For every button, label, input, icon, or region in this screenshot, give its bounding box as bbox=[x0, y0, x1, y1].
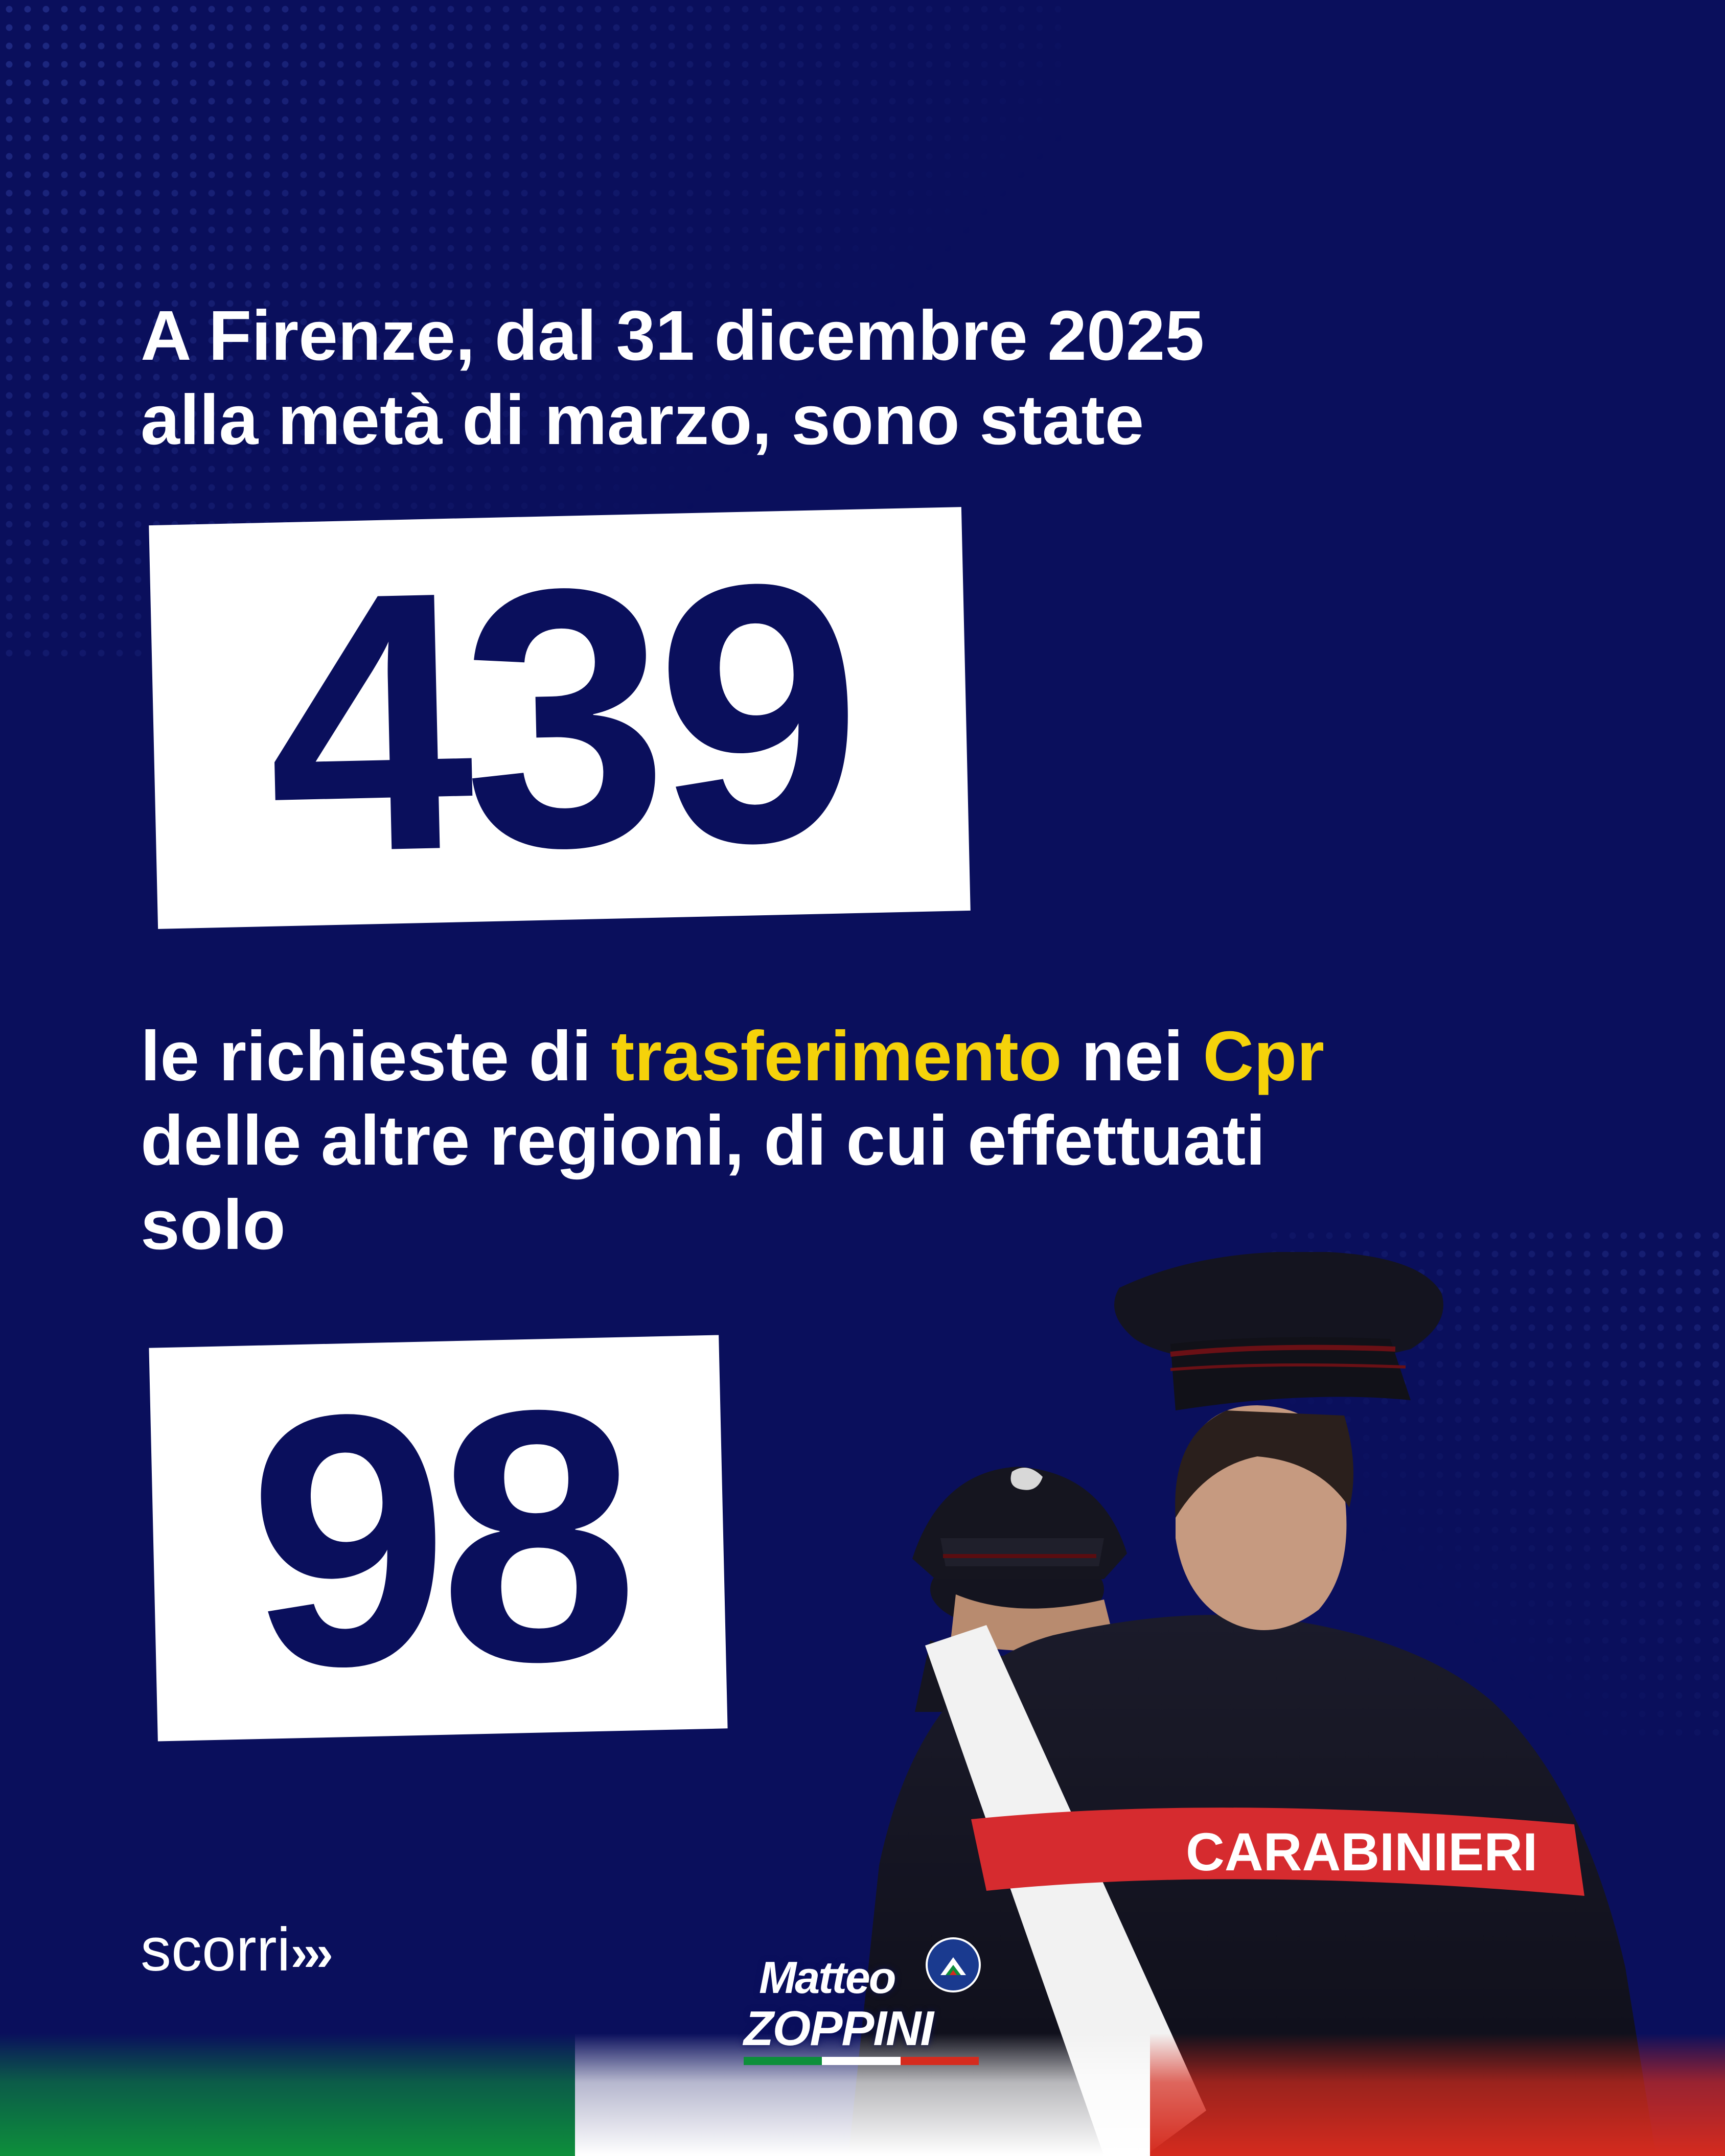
logo-last-name: ZOPPINI bbox=[744, 2001, 934, 2056]
stat-value-requests: 439 bbox=[263, 505, 856, 930]
body-line-2: delle altre regioni, di cui effettuati bbox=[141, 1101, 1266, 1180]
matteo-zoppini-logo: Matteo ZOPPINI bbox=[744, 1937, 999, 2075]
highlight-trasferimento: trasferimento bbox=[611, 1017, 1062, 1096]
flag-white bbox=[575, 2033, 1150, 2156]
intro-line-1: A Firenze, dal 31 dicembre 2025 bbox=[141, 296, 1205, 375]
logo-tricolor-underline bbox=[744, 2057, 979, 2065]
stat-value-transfers: 98 bbox=[245, 1334, 632, 1743]
scroll-hint: scorri››› bbox=[141, 1914, 333, 1989]
body-part-1: le richieste di bbox=[141, 1017, 611, 1096]
fratelli-italia-badge-icon bbox=[926, 1937, 981, 1992]
intro-line-2: alla metà di marzo, sono state bbox=[141, 381, 1144, 459]
carabinieri-patch-text: CARABINIERI bbox=[1186, 1822, 1537, 1882]
highlight-cpr: Cpr bbox=[1203, 1017, 1325, 1096]
stat-box-transfers: 98 bbox=[149, 1334, 728, 1743]
italian-flag-strip bbox=[0, 2033, 1725, 2156]
logo-first-name: Matteo bbox=[759, 1952, 896, 2003]
officer-front: CARABINIERI bbox=[848, 1252, 1656, 2156]
body-part-2: nei bbox=[1062, 1017, 1203, 1096]
body-line-1: le richieste di trasferimento nei Cpr bbox=[141, 1014, 1597, 1099]
carabinieri-photo: CARABINIERI bbox=[848, 1252, 1656, 2156]
body-line-3: solo bbox=[141, 1186, 286, 1264]
flag-green bbox=[0, 2033, 575, 2156]
scroll-label: scorri bbox=[141, 1915, 291, 1984]
chevron-right-icon: ››› bbox=[290, 1925, 333, 1982]
flag-red bbox=[1150, 2033, 1725, 2156]
body-text: le richieste di trasferimento nei Cpr de… bbox=[141, 1014, 1597, 1267]
stat-box-requests: 439 bbox=[149, 505, 971, 930]
intro-text: A Firenze, dal 31 dicembre 2025 alla met… bbox=[141, 294, 1597, 462]
